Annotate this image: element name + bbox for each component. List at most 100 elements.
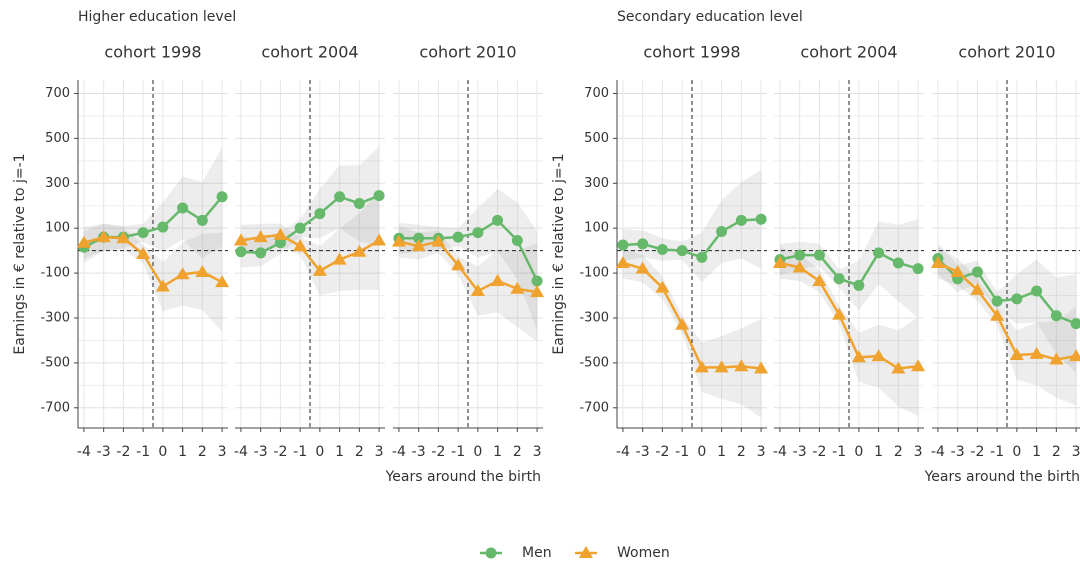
legend-label: Women (617, 545, 670, 561)
x-axis-label: Years around the birth (385, 469, 541, 485)
x-tick-label: -3 (254, 444, 268, 460)
marker-circle (853, 279, 865, 291)
marker-triangle (1009, 348, 1024, 361)
marker-triangle (391, 234, 406, 247)
marker-circle (676, 245, 688, 257)
marker-triangle (530, 285, 545, 298)
x-tick-label: 2 (737, 444, 746, 460)
marker-triangle (136, 247, 151, 259)
y-axis-label: Earnings in € relative to j=-1 (12, 153, 28, 354)
y-tick-label: 500 (584, 131, 609, 146)
marker-circle (274, 237, 286, 249)
x-tick-label: -1 (990, 444, 1004, 460)
marker-triangle (195, 264, 210, 277)
confidence-band (622, 169, 762, 283)
x-tick-label: -2 (970, 444, 984, 460)
marker-triangle (76, 235, 91, 248)
marker-triangle (950, 264, 965, 277)
marker-circle (794, 249, 806, 261)
marker-circle (196, 214, 208, 226)
marker-circle (813, 249, 825, 261)
x-tick-label: -3 (951, 444, 965, 460)
y-tick-label: -500 (40, 355, 70, 370)
legend-label: Men (522, 545, 552, 561)
marker-circle (873, 247, 885, 259)
marker-triangle (871, 349, 886, 362)
marker-circle (1011, 293, 1023, 305)
x-tick-label: 1 (717, 444, 726, 460)
marker-triangle (293, 239, 308, 252)
panel-title: cohort 2010 (419, 43, 516, 62)
marker-triangle (332, 252, 347, 265)
marker-triangle (655, 280, 670, 293)
panel-title: cohort 2004 (800, 43, 897, 62)
group-title: Secondary education level (617, 9, 803, 25)
x-tick-label: 2 (198, 444, 207, 460)
marker-triangle (754, 361, 769, 374)
marker-circle (492, 214, 504, 226)
x-tick-label: 2 (894, 444, 903, 460)
marker-circle (314, 208, 326, 220)
x-tick-label: 0 (1012, 444, 1021, 460)
marker-circle (833, 273, 845, 285)
y-tick-label: -700 (579, 400, 609, 415)
marker-triangle (510, 281, 525, 294)
marker-triangle (615, 255, 630, 268)
marker-triangle (734, 359, 749, 372)
x-tick-label: -2 (273, 444, 287, 460)
y-tick-label: 700 (584, 86, 609, 101)
marker-triangle (175, 267, 190, 280)
x-tick-label: 3 (914, 444, 923, 460)
x-tick-label: -1 (832, 444, 846, 460)
marker-circle (991, 295, 1003, 307)
marker-circle (413, 232, 425, 244)
y-tick-label: 300 (584, 176, 609, 191)
marker-circle (637, 238, 649, 250)
x-tick-label: 3 (757, 444, 766, 460)
marker-circle (294, 222, 306, 234)
x-tick-label: -4 (616, 444, 630, 460)
y-tick-label: -300 (40, 310, 70, 325)
marker-triangle (411, 239, 426, 252)
x-tick-label: -2 (812, 444, 826, 460)
marker-triangle (772, 255, 787, 268)
marker-circle (373, 190, 385, 202)
marker-triangle (312, 263, 327, 276)
marker-triangle (851, 350, 866, 363)
y-tick-label: -300 (579, 310, 609, 325)
x-tick-label: -4 (931, 444, 945, 460)
x-tick-label: 3 (375, 444, 384, 460)
marker-triangle (694, 360, 709, 373)
x-tick-label: 1 (874, 444, 883, 460)
x-tick-label: -3 (412, 444, 426, 460)
marker-circle (912, 263, 924, 275)
marker-circle (531, 275, 543, 287)
x-tick-label: 0 (854, 444, 863, 460)
marker-triangle (490, 273, 505, 286)
marker-circle (353, 197, 365, 209)
marker-triangle (714, 360, 729, 373)
marker-triangle (451, 258, 466, 271)
marker-triangle (1069, 349, 1080, 362)
x-tick-label: -1 (675, 444, 689, 460)
marker-circle (137, 227, 149, 239)
marker-circle (1050, 310, 1062, 322)
y-tick-label: 100 (45, 221, 70, 236)
x-tick-label: -2 (655, 444, 669, 460)
marker-triangle (911, 359, 926, 372)
y-tick-label: 300 (45, 176, 70, 191)
marker-circle (472, 227, 484, 239)
x-tick-label: 0 (473, 444, 482, 460)
marker-circle (656, 244, 668, 256)
y-axis-label: Earnings in € relative to j=-1 (551, 153, 567, 354)
x-tick-label: 1 (1032, 444, 1041, 460)
marker-triangle (155, 279, 170, 292)
x-tick-label: 1 (493, 444, 502, 460)
x-tick-label: -2 (116, 444, 130, 460)
x-tick-label: -1 (451, 444, 465, 460)
x-tick-label: -3 (636, 444, 650, 460)
marker-triangle (116, 231, 131, 244)
x-tick-label: 1 (335, 444, 344, 460)
marker-circle (485, 547, 497, 559)
